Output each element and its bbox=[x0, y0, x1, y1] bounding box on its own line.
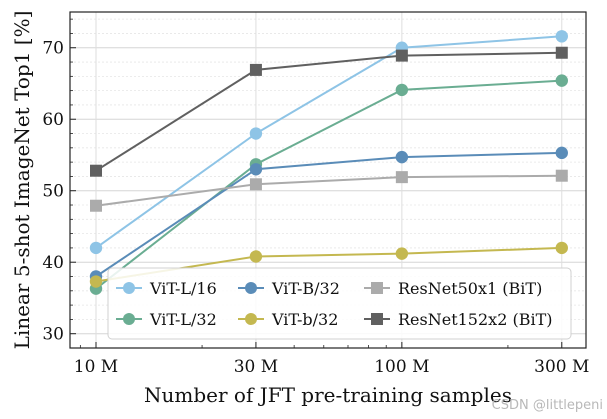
x-tick-label: 30 M bbox=[234, 357, 278, 377]
legend-item: ViT-L/32 bbox=[116, 310, 217, 329]
legend-label: ResNet50x1 (BiT) bbox=[398, 279, 542, 298]
y-tick-label: 50 bbox=[42, 182, 64, 202]
data-point bbox=[249, 163, 263, 176]
legend-box bbox=[107, 267, 572, 340]
x-axis-title: Number of JFT pre-training samples bbox=[144, 383, 512, 407]
y-tick-label: 40 bbox=[42, 253, 64, 273]
x-tick-label: 100 M bbox=[374, 357, 429, 377]
legend-item: ViT-B/32 bbox=[238, 279, 340, 298]
data-point bbox=[89, 241, 103, 255]
legend-marker bbox=[123, 282, 135, 294]
watermark: CSDN @littlepeni bbox=[491, 398, 603, 413]
series-line bbox=[95, 174, 562, 207]
y-tick-label: 30 bbox=[42, 325, 64, 345]
axes: 30 40 50 60 70 10 M 30 M 100 M 300 M bbox=[42, 18, 589, 377]
data-point bbox=[555, 74, 568, 87]
series-line bbox=[95, 51, 562, 172]
plot-frame bbox=[69, 11, 587, 349]
legend-label: ViT-L/16 bbox=[149, 279, 217, 298]
data-point bbox=[249, 250, 263, 263]
data-point bbox=[555, 169, 568, 182]
legend-label: ViT-b/32 bbox=[271, 310, 338, 329]
y-tick-label: 60 bbox=[42, 110, 64, 130]
data-point bbox=[555, 146, 568, 160]
legend-marker bbox=[123, 313, 135, 325]
legend-label: ViT-B/32 bbox=[271, 279, 340, 298]
series-resnet152x2-bit bbox=[90, 46, 568, 177]
data-point bbox=[249, 127, 263, 140]
data-point bbox=[249, 178, 262, 191]
data-point bbox=[395, 83, 409, 97]
data-point bbox=[89, 275, 103, 288]
data-point bbox=[249, 63, 262, 76]
legend-label: ResNet152x2 (BiT) bbox=[398, 310, 552, 329]
data-point bbox=[395, 171, 408, 184]
data-point bbox=[395, 49, 408, 62]
data-point bbox=[555, 30, 568, 43]
legend-marker bbox=[245, 313, 257, 325]
y-tick-label: 70 bbox=[42, 39, 64, 59]
legend-marker bbox=[245, 282, 257, 294]
legend-marker bbox=[371, 313, 383, 325]
legend-item: ResNet152x2 (BiT) bbox=[364, 310, 552, 329]
series-line bbox=[95, 151, 562, 278]
data-point bbox=[90, 199, 103, 212]
legend-item: ViT-L/16 bbox=[116, 279, 217, 298]
series-layer bbox=[89, 30, 568, 295]
data-point bbox=[555, 241, 568, 255]
series-line bbox=[95, 79, 562, 290]
y-axis-title: Linear 5-shot ImageNet Top1 [%] bbox=[10, 11, 34, 350]
x-tick-label: 300 M bbox=[534, 357, 589, 377]
legend-item: ViT-b/32 bbox=[238, 310, 338, 329]
series-resnet50x1-bit bbox=[90, 169, 568, 212]
legend-marker bbox=[371, 282, 383, 294]
legend: ViT-L/16 ViT-B/32 ResNet50x1 (BiT) ViT-L/32… bbox=[107, 267, 572, 340]
data-point bbox=[555, 46, 568, 59]
data-point bbox=[90, 164, 103, 177]
legend-item: ResNet50x1 (BiT) bbox=[364, 279, 542, 298]
data-point bbox=[395, 150, 409, 164]
series-line bbox=[95, 35, 562, 249]
x-tick-label: 10 M bbox=[74, 357, 118, 377]
data-point bbox=[395, 247, 409, 260]
legend-label: ViT-L/32 bbox=[149, 310, 217, 329]
